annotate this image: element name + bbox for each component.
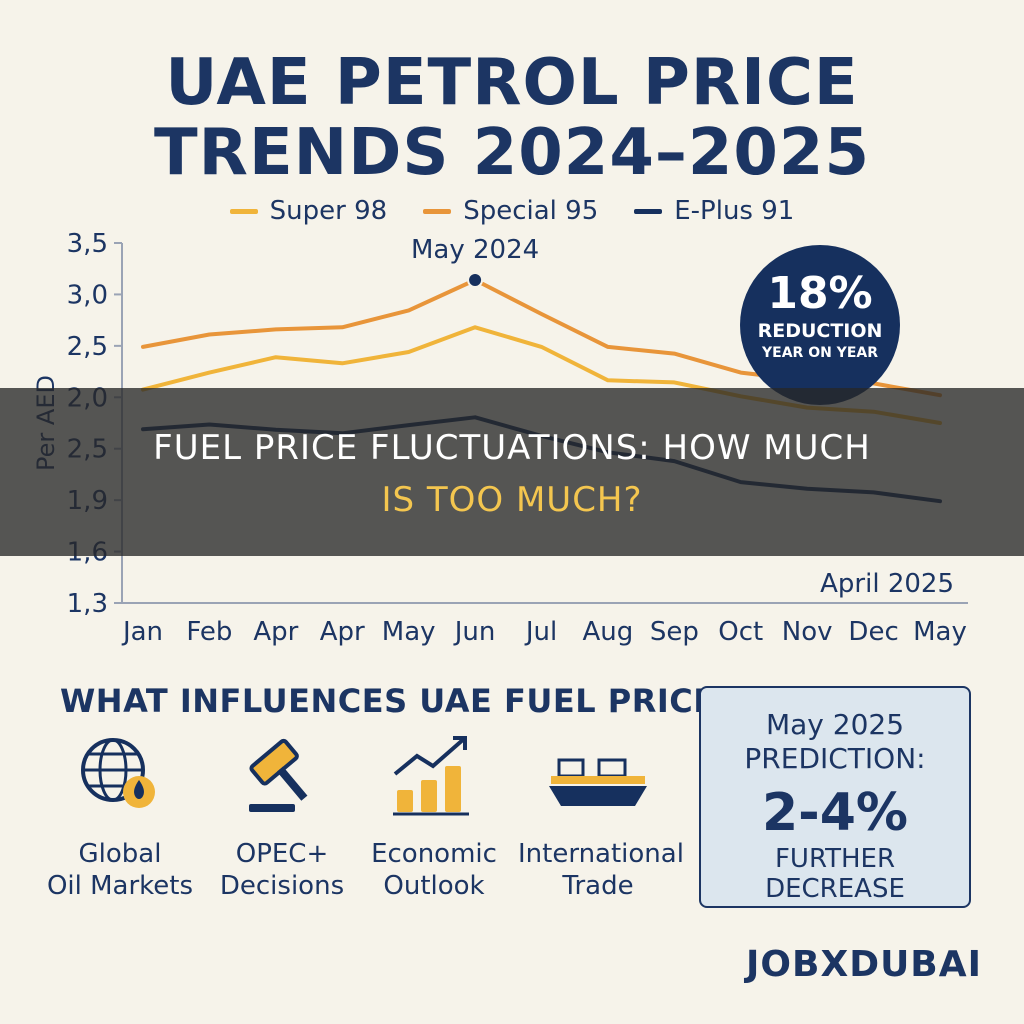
annotation-label: May 2024 xyxy=(411,235,539,265)
factor-label: Economic Outlook xyxy=(354,838,514,902)
chart-title: UAE PETROL PRICE TRENDS 2024–2025 xyxy=(0,48,1024,188)
legend-label-special-95: Special 95 xyxy=(463,196,599,226)
legend-label-e-plus-91: E-Plus 91 xyxy=(674,196,795,226)
factor-economic-outlook: Economic Outlook xyxy=(354,730,514,902)
legend-item-special-95: Special 95 xyxy=(423,196,598,226)
y-tick-label: 3,0 xyxy=(67,280,108,310)
prediction-label: PREDICTION: xyxy=(744,742,926,775)
legend-item-e-plus-91: E-Plus 91 xyxy=(634,196,794,226)
title-line-1: UAE PETROL PRICE xyxy=(165,46,859,120)
x-tick-label: Jan xyxy=(121,617,163,647)
factor-global-oil-markets: Global Oil Markets xyxy=(40,730,200,902)
legend-swatch-e-plus-91 xyxy=(634,208,663,214)
influences-title: WHAT INFLUENCES UAE FUEL PRICES xyxy=(60,682,740,720)
prediction-line-4: DECREASE xyxy=(765,874,905,904)
factor-label-line-1: International xyxy=(518,839,684,869)
factor-opec-decisions: OPEC+ Decisions xyxy=(202,730,362,902)
factor-label-line-1: OPEC+ xyxy=(235,839,329,869)
factor-label-line-2: Outlook xyxy=(383,871,485,901)
x-tick-label: Dec xyxy=(848,617,898,647)
badge-line-1: REDUCTION xyxy=(757,320,883,342)
x-tick-label: Jun xyxy=(453,617,496,647)
legend-swatch-special-95 xyxy=(423,208,452,214)
factor-label: OPEC+ Decisions xyxy=(202,838,362,902)
overlay-headline-line-1: FUEL PRICE FLUCTUATIONS: HOW MUCH xyxy=(153,428,871,468)
y-tick-label: 1,3 xyxy=(67,589,108,619)
factor-label-line-2: Trade xyxy=(562,871,634,901)
factor-international-trade: International Trade xyxy=(518,730,684,902)
x-tick-label: Apr xyxy=(320,617,365,647)
badge-line-2: YEAR ON YEAR xyxy=(762,345,878,361)
growth-bar-chart-icon xyxy=(393,736,469,816)
x-tick-label: May xyxy=(913,617,967,647)
cargo-ship-icon xyxy=(549,758,647,806)
gavel-icon xyxy=(249,738,308,812)
legend-item-super-98: Super 98 xyxy=(229,196,388,226)
badge-value: 18% xyxy=(767,268,873,319)
annotation-marker xyxy=(467,272,484,289)
x-tick-label: Sep xyxy=(650,617,699,647)
x-tick-label: Apr xyxy=(253,617,298,647)
prediction-date: May 2025 xyxy=(765,708,905,741)
y-tick-label: 2,5 xyxy=(67,332,108,362)
x-tick-label: Feb xyxy=(186,617,232,647)
legend-swatch-super-98 xyxy=(229,208,258,214)
prediction-value: 2-4% xyxy=(761,783,909,843)
factor-label-line-2: Oil Markets xyxy=(46,871,194,901)
prediction-box: May 2025 PREDICTION: 2-4% FURTHER DECREA… xyxy=(699,686,971,908)
x-tick-label: Aug xyxy=(583,617,634,647)
factor-label-line-1: Global xyxy=(78,839,162,869)
annotation-label: April 2025 xyxy=(820,569,954,599)
factor-label: International Trade xyxy=(518,838,684,902)
factor-label-line-1: Economic xyxy=(371,839,497,869)
factor-label-line-2: Decisions xyxy=(219,871,345,901)
globe-oil-drop-icon xyxy=(81,738,155,808)
reduction-badge: 18% REDUCTION YEAR ON YEAR xyxy=(740,245,900,405)
brand-logo: JOBXDUBAI xyxy=(746,944,983,985)
x-tick-label: Oct xyxy=(718,617,763,647)
headline-overlay xyxy=(0,388,1024,556)
x-tick-label: Nov xyxy=(782,617,833,647)
overlay-headline-line-2: IS TOO MUCH? xyxy=(381,480,643,520)
legend-label-super-98: Super 98 xyxy=(269,196,388,226)
title-line-2: TRENDS 2024–2025 xyxy=(154,116,870,190)
x-tick-label: Jul xyxy=(524,617,557,647)
chart-legend: Super 98 Special 95 E-Plus 91 xyxy=(0,196,1024,226)
y-tick-label: 3,5 xyxy=(67,229,108,259)
prediction-line-3: FURTHER xyxy=(774,844,896,874)
factor-label: Global Oil Markets xyxy=(40,838,200,902)
x-tick-label: May xyxy=(382,617,436,647)
